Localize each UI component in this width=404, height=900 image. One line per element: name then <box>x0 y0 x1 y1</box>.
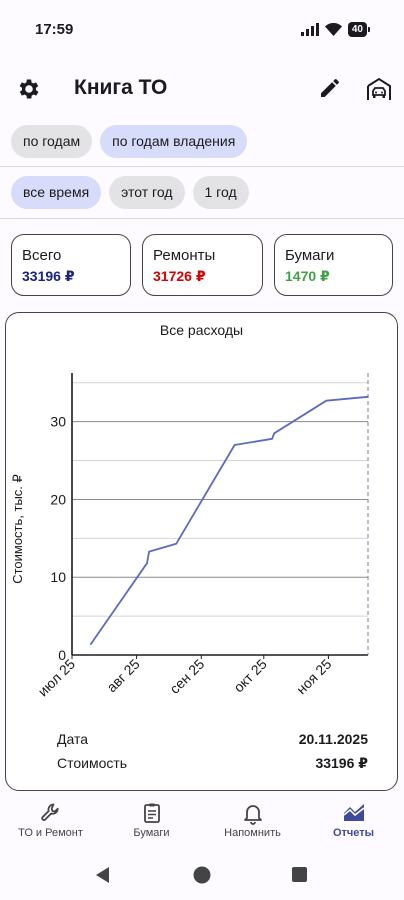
series-line <box>90 395 369 645</box>
signal-icon <box>300 23 319 36</box>
nav-remind[interactable]: Напомнить <box>202 796 303 852</box>
data-point <box>367 395 369 398</box>
pencil-icon[interactable] <box>318 76 342 100</box>
x-tick-label: сен 25 <box>166 656 207 697</box>
expenses-chart-card: Все расходы 0 10 20 30 июл 25 авг 25 сен 25 окт… <box>5 312 398 791</box>
grouping-tabs: по годам по годам владения <box>11 125 248 158</box>
chart-title: Все расходы <box>159 322 244 338</box>
chart-icon <box>342 804 364 821</box>
tab-one-year[interactable]: 1 год <box>192 176 249 209</box>
nav-reports[interactable]: Отчеты <box>303 796 404 852</box>
system-nav <box>96 866 307 884</box>
y-tick-label: 20 <box>50 491 66 507</box>
nav-maintenance[interactable]: ТО и Ремонт <box>0 796 101 852</box>
status-bar: 17:59 40 <box>0 0 404 56</box>
garage-car-icon[interactable] <box>366 76 392 102</box>
tab-all-time[interactable]: все время <box>11 176 102 209</box>
bell-icon <box>243 805 262 825</box>
selected-date-row: Дата 20.11.2025 <box>57 731 368 747</box>
data-point <box>146 562 148 565</box>
app-bar: Книга ТО <box>0 62 404 118</box>
papers-value: 1470 ₽ <box>285 268 330 284</box>
divider <box>0 166 404 167</box>
selected-cost-row: Стоимость 33196 ₽ <box>57 755 368 772</box>
y-tick-label: 0 <box>58 647 66 663</box>
gear-icon[interactable] <box>16 76 42 102</box>
status-icons: 40 <box>300 22 370 37</box>
nav-label: Напомнить <box>224 827 281 839</box>
data-point <box>175 542 178 545</box>
period-tabs: все время этот год 1 год <box>11 176 249 209</box>
cost-value: 33196 ₽ <box>315 755 368 771</box>
x-tick-label: июл 25 <box>35 656 79 700</box>
nav-label: Отчеты <box>332 827 375 839</box>
back-icon[interactable] <box>96 867 109 883</box>
status-time: 17:59 <box>35 21 74 38</box>
nav-label: Бумаги <box>133 827 170 839</box>
x-tick-label: окт 25 <box>230 656 270 696</box>
data-point <box>273 432 275 435</box>
cost-label: Стоимость <box>57 755 128 771</box>
date-value: 20.11.2025 <box>298 731 368 747</box>
date-label: Дата <box>57 731 89 747</box>
battery-tip <box>368 27 370 32</box>
total-card[interactable]: Всего 33196 ₽ <box>11 234 131 296</box>
clipboard-icon <box>143 803 160 823</box>
battery-icon: 40 <box>347 22 367 37</box>
home-icon[interactable] <box>193 866 211 884</box>
expenses-line-chart[interactable]: 0 10 20 30 июл 25 авг 25 сен 25 окт 25 ноя 25 Сто… <box>6 313 397 790</box>
repairs-card[interactable]: Ремонты 31726 ₽ <box>142 234 263 296</box>
data-point <box>325 399 328 402</box>
wifi-icon <box>324 23 342 36</box>
data-point <box>148 550 150 553</box>
x-tick-label: авг 25 <box>103 656 143 696</box>
y-tick-label: 10 <box>50 569 66 585</box>
data-point <box>233 444 236 446</box>
wrench-icon <box>40 803 59 821</box>
nav-label: ТО и Ремонт <box>18 827 83 839</box>
x-tick-label: ноя 25 <box>293 656 335 698</box>
nav-papers[interactable]: Бумаги <box>101 796 202 852</box>
papers-label: Бумаги <box>285 247 335 264</box>
divider <box>0 218 404 219</box>
page-title: Книга ТО <box>74 76 168 99</box>
repairs-label: Ремонты <box>153 247 216 264</box>
tab-this-year[interactable]: этот год <box>109 176 185 209</box>
bottom-nav: ТО и Ремонт Бумаги Напомнить Отчеты <box>0 796 404 852</box>
tab-by-years[interactable]: по годам <box>11 125 93 158</box>
total-label: Всего <box>22 247 62 264</box>
y-axis-label: Стоимость, тыс. ₽ <box>10 474 25 584</box>
data-point <box>271 437 273 440</box>
repairs-value: 31726 ₽ <box>153 268 206 284</box>
data-point <box>89 643 92 645</box>
recents-icon[interactable] <box>292 867 307 882</box>
papers-card[interactable]: Бумаги 1470 ₽ <box>274 234 393 296</box>
y-tick-label: 30 <box>50 414 66 430</box>
tab-by-ownership-years[interactable]: по годам владения <box>100 125 248 158</box>
total-value: 33196 ₽ <box>22 268 75 284</box>
